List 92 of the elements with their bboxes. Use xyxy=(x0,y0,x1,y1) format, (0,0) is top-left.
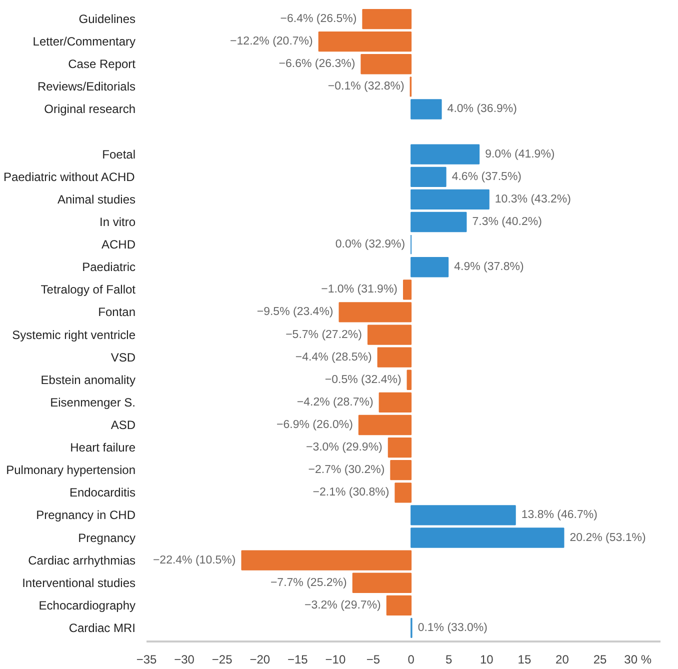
x-tick-label: 20 xyxy=(556,652,570,666)
bar xyxy=(352,572,412,593)
bar xyxy=(410,212,467,232)
data-label: 4.6% (37.5%) xyxy=(452,170,522,183)
y-tick-label: Paediatric xyxy=(82,260,136,274)
x-tick-label: 0 xyxy=(408,652,415,666)
y-tick-label: Cardiac MRI xyxy=(68,620,136,635)
data-label: −6.9% (26.0%) xyxy=(276,418,354,431)
bar xyxy=(410,166,446,187)
data-label: −4.4% (28.5%) xyxy=(295,351,372,364)
y-tick-label: ASD xyxy=(110,418,136,432)
data-label: 20.2% (53.1%) xyxy=(570,532,646,544)
bar xyxy=(410,505,516,526)
data-label: −2.1% (30.8%) xyxy=(312,486,390,499)
y-tick-label: Paediatric without ACHD xyxy=(3,170,136,184)
data-label: −6.6% (26.3%) xyxy=(278,58,356,70)
data-label: −3.2% (29.7%) xyxy=(304,599,382,612)
y-tick-label: Endocarditis xyxy=(69,486,136,500)
data-label: −3.0% (29.9%) xyxy=(306,442,383,454)
x-tick-label: −15 xyxy=(288,652,308,666)
y-tick-label: Foetal xyxy=(102,147,136,162)
y-tick-label: Cardiac arrhythmias xyxy=(28,553,136,568)
data-label: −5.7% (27.2%) xyxy=(286,328,362,341)
data-label: −12.2% (20.7%) xyxy=(230,36,314,48)
bar xyxy=(378,392,412,413)
data-label: −4.2% (28.7%) xyxy=(296,396,374,408)
y-tick-label: VSD xyxy=(110,350,136,364)
bar xyxy=(410,144,480,164)
bar xyxy=(403,280,412,300)
y-tick-label: Echocardiography xyxy=(38,598,136,612)
data-label: −7.7% (25.2%) xyxy=(270,576,348,589)
bar xyxy=(241,550,412,570)
y-tick-label: Eisenmenger S. xyxy=(50,395,136,410)
x-tick-label: 5 xyxy=(446,652,453,666)
y-tick-label: Interventional studies xyxy=(22,576,136,590)
bar xyxy=(410,99,442,120)
data-label: 7.3% (40.2%) xyxy=(472,216,542,228)
x-tick-label: 25 xyxy=(593,652,608,666)
y-tick-label: Reviews/Editorials xyxy=(37,80,136,94)
data-label: 4.9% (37.8%) xyxy=(454,261,524,274)
x-tick-label: −30 xyxy=(174,652,195,666)
y-tick-label: Pulmonary hypertension xyxy=(6,463,136,478)
bar xyxy=(410,257,449,278)
bar xyxy=(406,370,412,390)
y-tick-label: Case Report xyxy=(68,57,136,72)
bar xyxy=(360,54,412,74)
y-tick-label: Pregnancy in CHD xyxy=(36,508,136,522)
bar xyxy=(362,8,412,30)
y-tick-label: Guidelines xyxy=(78,12,136,26)
bar xyxy=(318,32,412,52)
y-tick-label: Tetralogy of Fallot xyxy=(40,282,136,297)
bar xyxy=(388,437,412,458)
data-label: −6.4% (26.5%) xyxy=(280,13,357,26)
y-tick-label: Fontan xyxy=(98,305,136,320)
x-tick-label: −5 xyxy=(366,652,380,666)
y-tick-label: Original research xyxy=(44,102,136,116)
bar xyxy=(367,324,412,345)
x-tick-label: −20 xyxy=(250,652,270,666)
y-tick-label: Heart failure xyxy=(70,440,136,455)
y-tick-label: Animal studies xyxy=(57,192,136,206)
data-label: 0.0% (32.9%) xyxy=(335,238,406,251)
y-tick-label: In vitro xyxy=(99,215,136,230)
bar xyxy=(358,414,412,436)
y-tick-label: Pregnancy xyxy=(78,530,136,545)
x-tick-label: 15 xyxy=(518,652,532,666)
x-tick-label: 30 % xyxy=(624,652,652,666)
bar xyxy=(377,347,412,368)
x-tick-label: −10 xyxy=(325,652,346,666)
y-tick-label: Letter/Commentary xyxy=(32,34,136,49)
data-label: −0.5% (32.4%) xyxy=(324,374,402,386)
y-tick-label: Ebstein anomality xyxy=(40,372,136,387)
x-tick-label: −35 xyxy=(136,652,158,666)
data-label: 13.8% (46.7%) xyxy=(521,509,598,522)
data-label: −0.1% (32.8%) xyxy=(328,80,404,93)
data-label: 4.0% (36.9%) xyxy=(447,103,518,116)
data-label: 9.0% (41.9%) xyxy=(485,148,555,160)
bar xyxy=(394,482,412,503)
data-label: −1.0% (31.9%) xyxy=(321,284,398,296)
x-tick-label: 10 xyxy=(480,652,494,666)
bar xyxy=(338,302,412,322)
y-tick-label: Systemic right ventricle xyxy=(12,328,136,342)
bar xyxy=(410,189,490,210)
data-label: 10.3% (43.2%) xyxy=(494,193,572,206)
data-label: 0.1% (33.0%) xyxy=(418,622,488,634)
bar xyxy=(410,528,564,548)
data-label: −22.4% (10.5%) xyxy=(152,554,236,566)
data-label: −2.7% (30.2%) xyxy=(308,464,385,476)
bar xyxy=(390,460,412,480)
x-tick-label: −25 xyxy=(212,652,233,666)
bar xyxy=(386,595,412,616)
data-label: −9.5% (23.4%) xyxy=(256,306,334,318)
y-tick-label: ACHD xyxy=(102,238,136,252)
